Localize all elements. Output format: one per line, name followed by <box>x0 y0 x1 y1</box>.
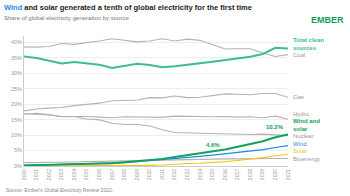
svg-text:Nuclear: Nuclear <box>293 133 314 139</box>
svg-text:2002: 2002 <box>46 169 52 180</box>
svg-text:2017: 2017 <box>234 169 240 180</box>
svg-text:2000: 2000 <box>21 169 27 180</box>
svg-text:2013: 2013 <box>184 169 190 180</box>
svg-text:Wind andsolar: Wind andsolar <box>293 118 320 132</box>
svg-text:2021: 2021 <box>285 169 291 180</box>
svg-text:2010: 2010 <box>146 169 152 180</box>
svg-text:40%: 40% <box>11 39 22 45</box>
svg-text:2014: 2014 <box>197 169 203 180</box>
svg-text:2007: 2007 <box>109 169 115 180</box>
svg-text:2016: 2016 <box>222 169 228 180</box>
svg-text:Wind: Wind <box>293 141 307 147</box>
svg-text:2019: 2019 <box>259 169 265 180</box>
svg-text:4.6%: 4.6% <box>206 142 220 148</box>
svg-text:5%: 5% <box>14 147 22 153</box>
svg-text:2020: 2020 <box>272 169 278 180</box>
svg-text:Total cleansources: Total cleansources <box>293 37 324 51</box>
svg-text:2015: 2015 <box>209 169 215 180</box>
svg-text:2006: 2006 <box>96 169 102 180</box>
svg-text:EMBER: EMBER <box>311 15 344 25</box>
svg-text:2004: 2004 <box>71 169 77 180</box>
svg-text:Coal: Coal <box>293 52 305 58</box>
svg-text:30%: 30% <box>11 70 22 76</box>
svg-text:Hydro: Hydro <box>293 111 310 117</box>
svg-text:20%: 20% <box>11 101 22 107</box>
svg-text:Solar: Solar <box>293 148 307 154</box>
svg-text:25%: 25% <box>11 86 22 92</box>
svg-text:Source: Ember's Global Electri: Source: Ember's Global Electricity Revie… <box>6 187 113 193</box>
svg-text:2018: 2018 <box>247 169 253 180</box>
svg-text:10.2%: 10.2% <box>266 124 284 130</box>
svg-text:2001: 2001 <box>33 169 39 180</box>
svg-text:10%: 10% <box>11 132 22 138</box>
svg-text:Wind and solar generated a ten: Wind and solar generated a tenth of glob… <box>4 3 252 21</box>
svg-text:Gas: Gas <box>293 94 304 100</box>
svg-text:35%: 35% <box>11 55 22 61</box>
svg-text:2008: 2008 <box>121 169 127 180</box>
svg-text:Bioenergy: Bioenergy <box>293 156 320 162</box>
svg-text:2005: 2005 <box>83 169 89 180</box>
svg-text:2011: 2011 <box>159 169 165 180</box>
svg-text:15%: 15% <box>11 116 22 122</box>
svg-text:2012: 2012 <box>171 169 177 180</box>
svg-text:0%: 0% <box>14 163 22 169</box>
svg-text:2009: 2009 <box>134 169 140 180</box>
svg-text:2003: 2003 <box>58 169 64 180</box>
